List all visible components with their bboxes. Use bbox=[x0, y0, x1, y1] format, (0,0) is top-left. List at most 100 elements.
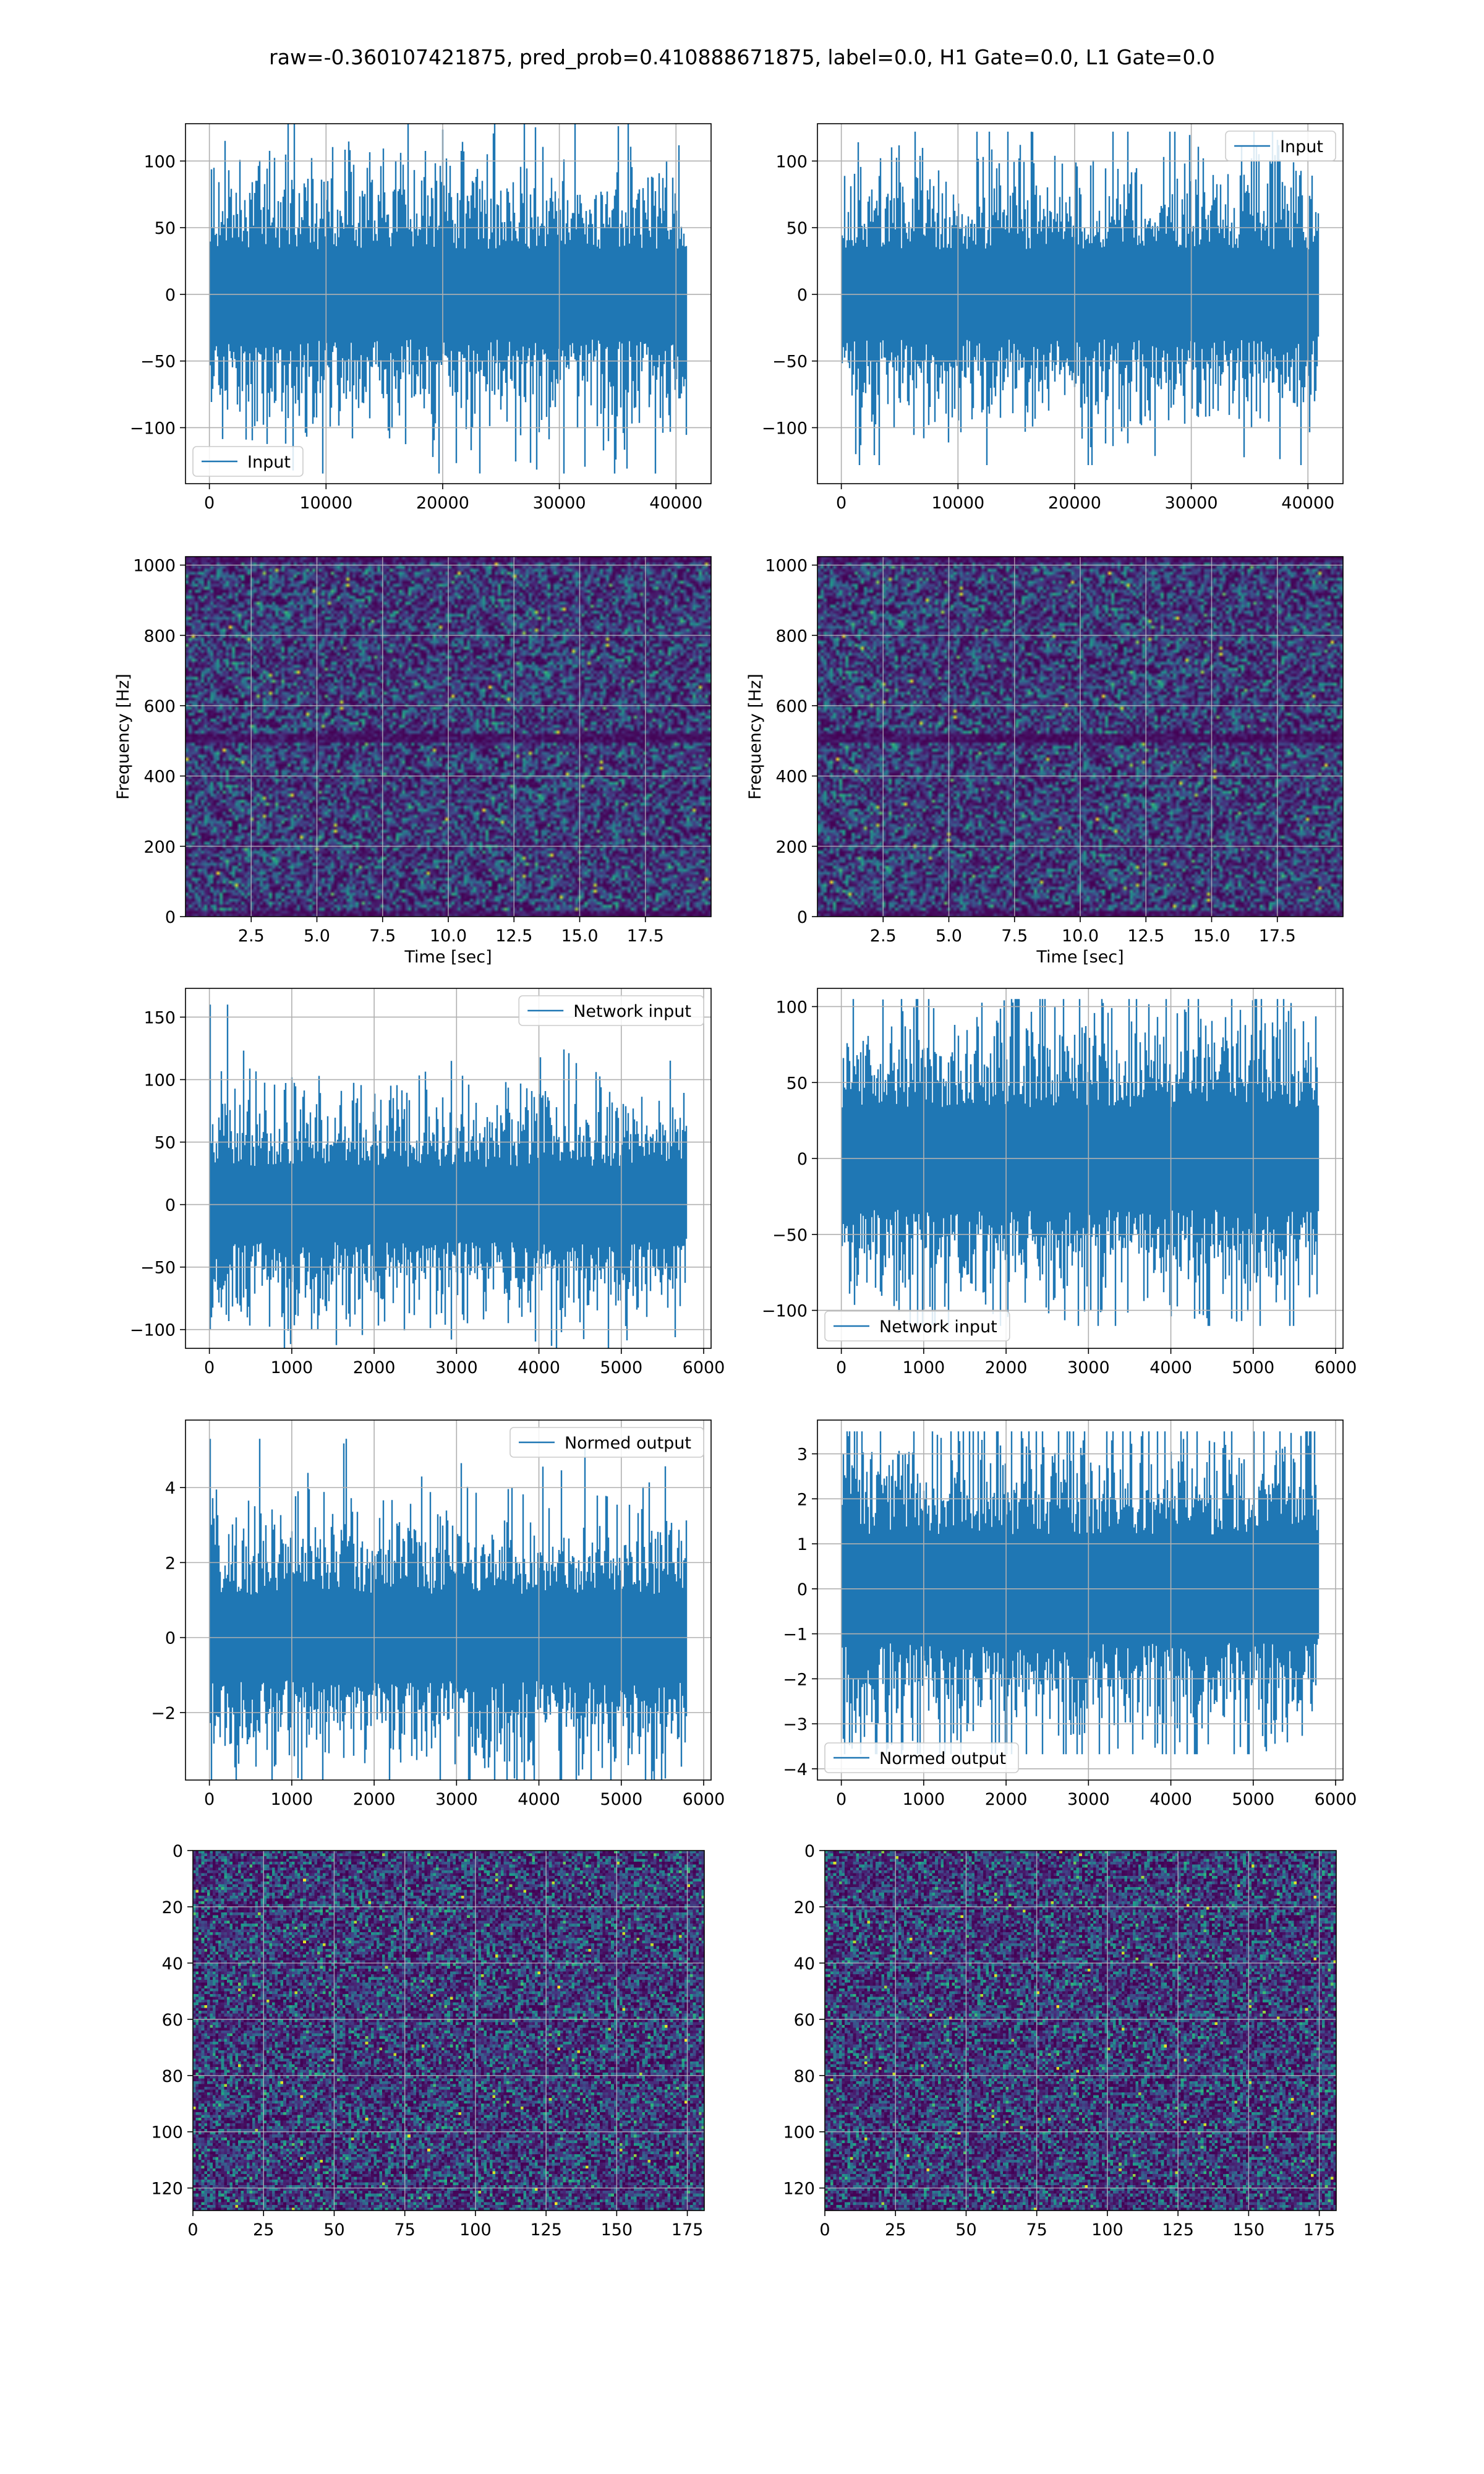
gridlines bbox=[186, 988, 711, 1348]
x-tick-label: 7.5 bbox=[1001, 927, 1028, 946]
x-tick-label: 175 bbox=[672, 2220, 704, 2240]
x-tick-label: 25 bbox=[885, 2220, 906, 2240]
x-tick-label: 1000 bbox=[271, 1358, 313, 1377]
x-tick-label: 10000 bbox=[299, 494, 352, 513]
legend: Network input bbox=[824, 1311, 1010, 1342]
y-tick-label: 0 bbox=[165, 1629, 176, 1648]
y-tick-label: 2 bbox=[797, 1490, 808, 1509]
y-tick-label: 0 bbox=[797, 286, 808, 305]
legend: Input bbox=[192, 446, 304, 477]
y-tick-label: −3 bbox=[783, 1715, 808, 1734]
y-tick-label: 200 bbox=[775, 837, 808, 857]
y-tick-label: 600 bbox=[143, 697, 176, 716]
axes-frame bbox=[185, 123, 712, 484]
x-tick-label: 0 bbox=[836, 1790, 846, 1809]
y-tick-label: 0 bbox=[165, 286, 176, 305]
y-tick-label: 400 bbox=[143, 768, 176, 787]
x-tick-label: 2.5 bbox=[870, 927, 897, 946]
x-tick-label: 0 bbox=[204, 1358, 215, 1377]
y-tick-label: −2 bbox=[783, 1670, 808, 1689]
x-tick-label: 125 bbox=[530, 2220, 562, 2240]
series-input bbox=[841, 131, 1320, 465]
x-tick-label: 12.5 bbox=[495, 927, 532, 946]
x-tick-label: 30000 bbox=[533, 494, 586, 513]
x-tick-label: 125 bbox=[1162, 2220, 1194, 2240]
x-tick-label: 3000 bbox=[435, 1358, 478, 1377]
y-tick-label: 0 bbox=[165, 908, 176, 927]
y-tick-label: −2 bbox=[151, 1704, 176, 1723]
y-tick-label: −100 bbox=[762, 1302, 808, 1321]
x-tick-label: 50 bbox=[323, 2220, 344, 2240]
y-tick-label: −1 bbox=[783, 1625, 808, 1645]
series-normed-output bbox=[841, 1431, 1320, 1755]
y-tick-label: 40 bbox=[162, 1954, 183, 1974]
x-tick-label: 3000 bbox=[435, 1790, 478, 1809]
subplot-network-input-l1: 0 1000 2000 3000 4000 5000 6000 −100 −50 0 50 100 Ne… bbox=[762, 988, 1357, 1377]
series-network-input bbox=[841, 999, 1320, 1326]
y-tick-label: −50 bbox=[772, 1226, 808, 1245]
x-tick-label: 2000 bbox=[985, 1358, 1028, 1377]
subplot-input-l1: 0 10000 20000 30000 40000 −100 −50 0 50 100 Input bbox=[762, 123, 1344, 513]
legend-box bbox=[518, 995, 704, 1026]
x-tick-label: 1000 bbox=[903, 1358, 945, 1377]
y-tick-label: 100 bbox=[783, 2123, 815, 2142]
y-tick-label: 60 bbox=[162, 2011, 183, 2030]
y-tick-label: 0 bbox=[804, 1842, 815, 1861]
x-axis-label: Time [sec] bbox=[1036, 948, 1124, 967]
gridlines bbox=[186, 124, 711, 484]
legend-box bbox=[824, 1742, 1019, 1773]
series-input bbox=[209, 124, 688, 474]
gridlines bbox=[193, 1851, 704, 2211]
subplot-input-h1: 0 10000 20000 30000 40000 −100 −50 0 50 100 Input bbox=[130, 123, 712, 513]
subplot-network-input-h1: 0 1000 2000 3000 4000 5000 6000 −100 −50 0 50 100 15… bbox=[130, 988, 725, 1377]
x-tick-label: 75 bbox=[394, 2220, 415, 2240]
x-tick-label: 2.5 bbox=[238, 927, 265, 946]
x-tick-label: 2000 bbox=[353, 1790, 396, 1809]
x-tick-label: 7.5 bbox=[369, 927, 396, 946]
y-tick-label: 20 bbox=[794, 1898, 815, 1917]
y-tick-label: 60 bbox=[794, 2011, 815, 2030]
x-tick-label: 75 bbox=[1026, 2220, 1047, 2240]
series-line bbox=[841, 1431, 1320, 1755]
subplot-image-h1: 0 25 50 75 100 125 150 175 0 20 40 60 80 100 120 bbox=[151, 1842, 705, 2240]
gridlines bbox=[817, 988, 1343, 1348]
heatmap-image bbox=[825, 1851, 1336, 2211]
y-tick-label: 200 bbox=[143, 837, 176, 857]
axes-frame bbox=[824, 1850, 1337, 2211]
x-tick-label: 5000 bbox=[1232, 1358, 1274, 1377]
x-tick-label: 4000 bbox=[518, 1790, 560, 1809]
legend-label: Normed output bbox=[879, 1749, 1006, 1768]
x-tick-label: 40000 bbox=[1281, 494, 1334, 513]
x-tick-label: 40000 bbox=[649, 494, 702, 513]
x-tick-label: 0 bbox=[836, 1358, 846, 1377]
y-tick-label: 120 bbox=[151, 2180, 183, 2199]
y-tick-label: 400 bbox=[775, 768, 808, 787]
x-tick-label: 0 bbox=[204, 1790, 215, 1809]
y-tick-label: 0 bbox=[165, 1196, 176, 1215]
x-tick-label: 5000 bbox=[600, 1790, 642, 1809]
legend-box bbox=[192, 446, 304, 477]
y-axis-label: Frequency [Hz] bbox=[114, 674, 133, 800]
x-tick-label: 0 bbox=[836, 494, 846, 513]
y-tick-label: 100 bbox=[775, 152, 808, 171]
x-tick-label: 5000 bbox=[600, 1358, 642, 1377]
y-tick-label: −50 bbox=[140, 1259, 176, 1278]
y-tick-label: 50 bbox=[155, 1134, 176, 1153]
gridlines bbox=[825, 1851, 1336, 2211]
legend: Network input bbox=[518, 995, 704, 1026]
x-tick-label: 1000 bbox=[903, 1790, 945, 1809]
x-tick-label: 10.0 bbox=[1062, 927, 1099, 946]
x-tick-label: 150 bbox=[601, 2220, 633, 2240]
x-tick-label: 6000 bbox=[1315, 1358, 1357, 1377]
y-tick-label: 50 bbox=[787, 1074, 808, 1093]
y-tick-label: −100 bbox=[130, 419, 176, 438]
subplot-grid: 0 10000 20000 30000 40000−100−50050100Input0… bbox=[114, 123, 1357, 2240]
x-tick-label: 5.0 bbox=[936, 927, 962, 946]
x-tick-label: 3000 bbox=[1067, 1790, 1110, 1809]
x-tick-label: 2000 bbox=[985, 1790, 1028, 1809]
x-tick-label: 2000 bbox=[353, 1358, 396, 1377]
y-tick-label: 0 bbox=[797, 1580, 808, 1599]
x-tick-label: 15.0 bbox=[561, 927, 598, 946]
axes-frame bbox=[192, 1850, 705, 2211]
y-tick-label: −50 bbox=[772, 353, 808, 372]
